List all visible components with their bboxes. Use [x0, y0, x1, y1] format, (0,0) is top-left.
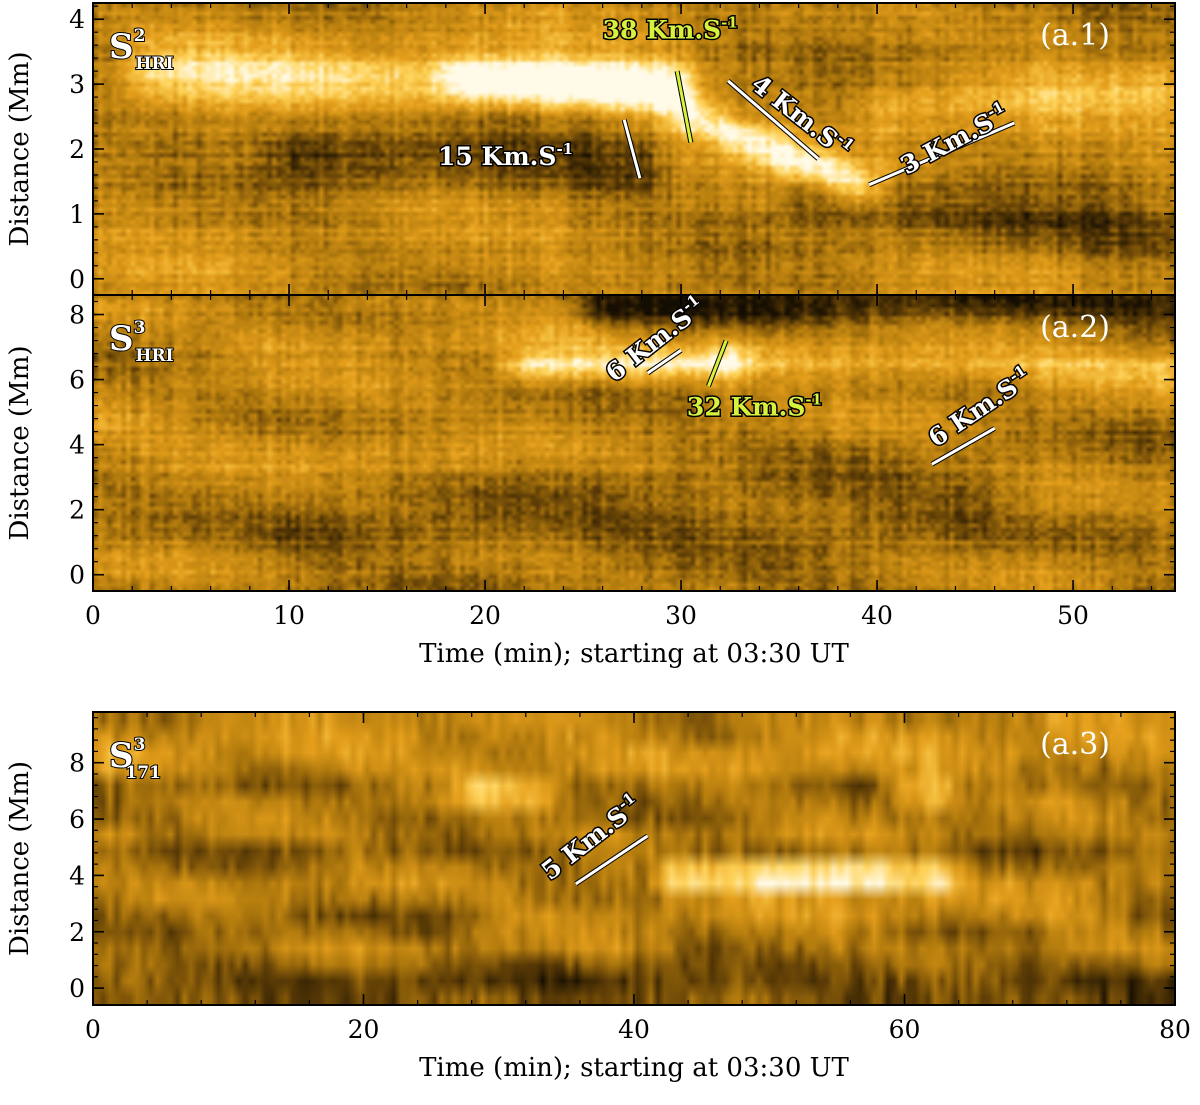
y-tick-label: 2 — [69, 135, 85, 164]
y-tick-label: 1 — [69, 200, 85, 229]
x-tick-label: 0 — [85, 601, 101, 630]
label-part: 15 — [438, 142, 473, 171]
label-part: -1 — [805, 390, 822, 408]
label-part — [722, 392, 731, 421]
label-part: HRI — [135, 54, 173, 74]
label-part: 32 — [687, 392, 722, 421]
panel-label: (a.1) — [1040, 18, 1110, 53]
x-tick-label: 80 — [1159, 1015, 1191, 1044]
x-tick-label: 0 — [85, 1015, 101, 1044]
label-part: 171 — [125, 763, 161, 783]
y-tick-label: 3 — [69, 70, 85, 99]
panel-2: 0 2 4 6 8 0 10 20 30 40 50 Distance (Mm) Time (min);… — [5, 289, 1176, 669]
label-part: 3 — [134, 735, 146, 755]
x-tick-label: 20 — [348, 1015, 380, 1044]
heatmap-image — [93, 295, 1175, 591]
slit-name: S3 HRI — [109, 318, 174, 366]
y-tick-label: 0 — [69, 974, 85, 1003]
label-part: Km.S — [646, 16, 721, 45]
velocity-fit-line — [931, 427, 996, 466]
panel-label: (a.2) — [1040, 310, 1110, 345]
label-part: 38 — [603, 16, 638, 45]
label-part: 3 — [134, 318, 146, 338]
x-tick-label: 40 — [861, 601, 893, 630]
x-axis-label: Time (min); starting at 03:30 UT — [419, 639, 849, 669]
panel-label: (a.3) — [1040, 727, 1110, 762]
label-part: S — [109, 736, 134, 776]
x-tick-label: 60 — [889, 1015, 921, 1044]
y-tick-label: 2 — [69, 496, 85, 525]
label-part — [637, 16, 646, 45]
velocity-fit-line — [868, 121, 1015, 187]
y-tick-label: 6 — [69, 805, 85, 834]
velocity-fit-line — [707, 339, 728, 387]
label-part: S — [109, 27, 134, 67]
label-part — [473, 142, 482, 171]
y-tick-label: 0 — [69, 561, 85, 590]
x-tick-label: 10 — [273, 601, 305, 630]
y-tick-label: 4 — [69, 5, 85, 34]
y-tick-label: 2 — [69, 918, 85, 947]
velocity-fit-line — [575, 834, 649, 886]
velocity-label: 32 Km.S-1 — [687, 390, 822, 421]
slit-name: S3 171 — [109, 735, 161, 783]
label-part: -1 — [556, 140, 573, 158]
label-part: S — [109, 319, 134, 359]
y-axis-label: Distance (Mm) — [5, 761, 35, 956]
velocity-fit-line — [622, 119, 642, 179]
velocity-fit-line — [675, 70, 693, 143]
velocity-fit-line — [646, 349, 682, 375]
y-tick-label: 0 — [69, 265, 85, 294]
x-axis-label: Time (min); starting at 03:30 UT — [419, 1053, 849, 1083]
label-part: 2 — [134, 26, 146, 46]
x-tick-label: 50 — [1057, 601, 1089, 630]
x-tick-label: 20 — [469, 601, 501, 630]
x-tick-label: 30 — [665, 601, 697, 630]
y-tick-label: 8 — [69, 749, 85, 778]
x-tick-label: 40 — [618, 1015, 650, 1044]
y-tick-label: 4 — [69, 431, 85, 460]
label-part: Km.S — [730, 392, 805, 421]
slit-name: S2 HRI — [109, 26, 174, 74]
label-part: HRI — [135, 346, 173, 366]
velocity-label: 15 Km.S-1 — [438, 140, 573, 171]
velocity-label: 38 Km.S-1 — [603, 14, 738, 45]
y-axis-label: Distance (Mm) — [5, 52, 35, 247]
heatmap-image — [93, 712, 1175, 1005]
label-part: -1 — [721, 14, 738, 32]
y-tick-label: 6 — [69, 366, 85, 395]
label-part: Km.S — [482, 142, 557, 171]
y-tick-label: 4 — [69, 861, 85, 890]
y-axis-label: Distance (Mm) — [5, 346, 35, 541]
plot-frame — [92, 294, 1176, 592]
y-tick-label: 8 — [69, 301, 85, 330]
velocity-fit-line — [727, 79, 820, 160]
